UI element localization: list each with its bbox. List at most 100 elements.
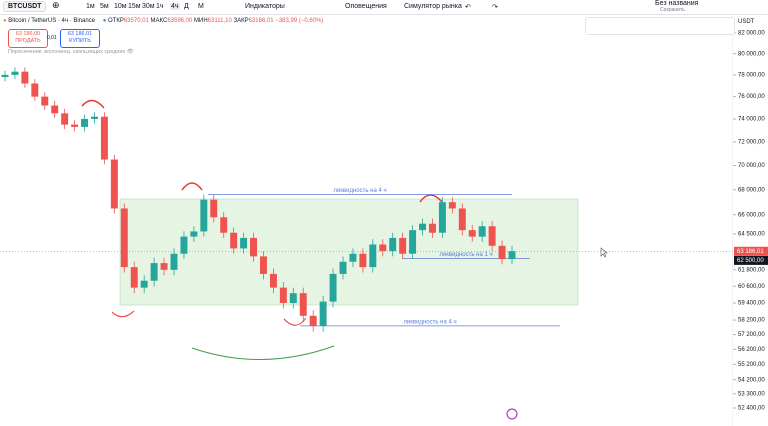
y-tick-label: 68 000,00 (738, 187, 765, 193)
currency[interactable]: USDT (738, 19, 755, 25)
symbol-title: Bitcoin / TetherUS · 4ч · Binance (8, 18, 96, 24)
indicator-legend[interactable]: Пересечение экспоненц. скользящих средни… (8, 49, 134, 55)
candle-body (389, 237, 397, 252)
close-label: ЗАКР (233, 18, 249, 24)
candle-body (150, 263, 158, 281)
layout-name[interactable]: Без названия (655, 0, 699, 7)
candle-body (41, 96, 49, 106)
buy-label: КУПИТЬ (69, 38, 91, 44)
change-value: −383,99 (−0,60%) (275, 18, 324, 24)
candle-body (458, 208, 466, 231)
high-value: 63596,00 (167, 18, 193, 24)
symbol-search[interactable]: BTCUSDT (3, 1, 47, 12)
candle-body (339, 261, 347, 274)
timeframe-button[interactable]: 15м (128, 3, 141, 10)
y-tick-label: 80 000,00 (738, 51, 765, 57)
replay-button[interactable]: Симулятор рынка (404, 3, 462, 10)
y-tick-label: 59 400,00 (738, 301, 765, 307)
top-arc (419, 194, 443, 203)
spread: 0,01 (47, 35, 57, 41)
undo-button[interactable]: ↶ (465, 4, 471, 11)
alerts-button[interactable]: Оповещения (345, 3, 387, 10)
y-tick-label: 66 000,00 (738, 212, 765, 218)
candle-body (130, 267, 138, 288)
timeframe-button[interactable]: 1ч (156, 3, 164, 10)
candle-body (120, 208, 128, 268)
candle-body (349, 253, 357, 262)
timeframe-button[interactable]: 30м (142, 3, 155, 10)
y-tick-label: 72 000,00 (738, 139, 765, 145)
indicators-button[interactable]: Индикаторы (245, 3, 285, 10)
liquidity-label: ликвидность на 4 ч (333, 188, 386, 194)
candle-body (289, 293, 297, 303)
y-tick-label: 64 500,00 (738, 232, 765, 238)
candle-body (309, 315, 317, 326)
candle-body (31, 83, 39, 97)
candle-body (508, 251, 516, 260)
candle-body (498, 245, 506, 260)
sell-button[interactable]: 63 186,00 ПРОДАТЬ (8, 29, 48, 48)
save-button[interactable]: Сохранить (660, 7, 685, 13)
candle-body (468, 230, 476, 237)
last-price-label: 63 186,01 (737, 249, 764, 255)
candle-body (170, 253, 178, 270)
low-label: МИН (194, 18, 208, 24)
candle-body (21, 71, 29, 84)
candle-body (210, 199, 218, 218)
top-toolbar: BTCUSDT ⊕ 1м 5м 10м 15м 30м 1ч 4ч Д М Индикаторы… (0, 0, 768, 15)
timeframe-button[interactable]: 4ч (170, 3, 180, 10)
candle-body (419, 223, 427, 231)
bottom-arc (191, 345, 335, 361)
sell-label: ПРОДАТЬ (15, 38, 41, 44)
candle-body (428, 223, 436, 233)
timeframe-button[interactable]: 10м (114, 3, 127, 10)
liquidity-label: ликвидность на 1 ч (439, 252, 492, 258)
candle-body (61, 113, 69, 125)
compare-button[interactable]: ⊕ (52, 0, 60, 10)
candle-body (379, 244, 387, 252)
crosshair-label: 62 500,00 (737, 258, 764, 264)
high-label: МАКС (150, 18, 168, 24)
candle-body (160, 263, 168, 270)
candle-body (1, 74, 9, 78)
bottom-arc (111, 310, 135, 318)
candle-body (71, 124, 79, 127)
y-tick-label: 52 400,00 (738, 406, 765, 412)
candle-body (90, 116, 98, 119)
chart: ликвидность на 4 ч ликвидность на 1 ч ликв… (0, 16, 768, 426)
candle-body (250, 237, 258, 257)
candle-body (369, 244, 377, 268)
low-value: 63111,10 (207, 18, 232, 24)
bottom-arc (283, 317, 307, 326)
range-zone (119, 198, 579, 306)
y-tick-label: 53 300,00 (738, 391, 765, 397)
buy-button[interactable]: 63 186,01 КУПИТЬ (60, 29, 100, 48)
candle-body (279, 287, 287, 303)
lightning-icon[interactable] (506, 408, 518, 420)
timeframe-button[interactable]: Д (184, 3, 189, 10)
y-tick-label: 82 000,00 (738, 31, 765, 37)
indicator-name: Пересечение экспоненц. скользящих средни… (8, 49, 126, 55)
candle-body (488, 226, 496, 246)
candle-body (230, 232, 238, 249)
timeframe-button[interactable]: М (198, 3, 204, 10)
close-value: 63186,01 (248, 18, 274, 24)
drawing-toolbar (585, 17, 735, 35)
candle-body (319, 301, 327, 326)
timeframe-button[interactable]: 5м (100, 3, 109, 10)
candle-body (299, 293, 307, 316)
timeframe-button[interactable]: 1м (86, 3, 95, 10)
y-tick-label: 58 200,00 (738, 318, 765, 324)
candle-body (100, 116, 108, 160)
y-tick-label: 55 200,00 (738, 362, 765, 368)
candle-body (409, 230, 417, 254)
last-price-box (734, 246, 768, 256)
redo-button[interactable]: ↷ (492, 4, 498, 11)
candle-body (240, 237, 248, 249)
y-tick-label: 57 200,00 (738, 332, 765, 338)
coin-icon: ● (3, 18, 7, 24)
candle-body (51, 105, 59, 114)
y-tick-label: 61 800,00 (738, 267, 765, 273)
candle-body (359, 253, 367, 268)
